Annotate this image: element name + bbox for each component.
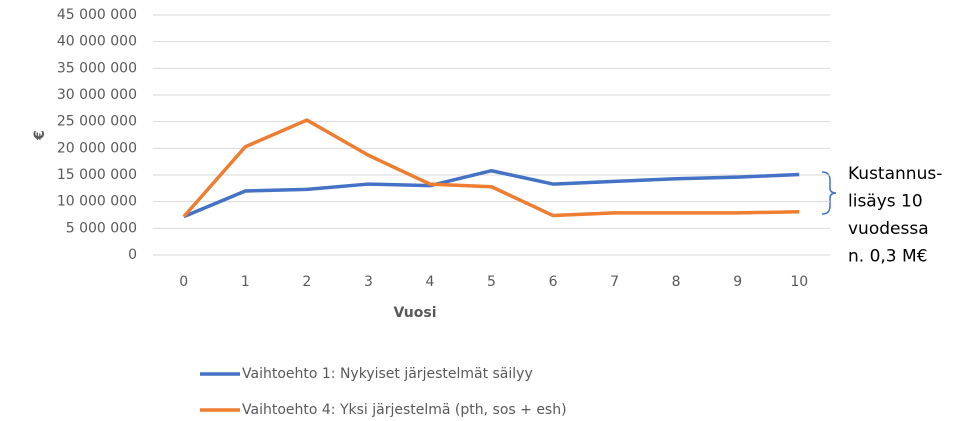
y-tick-label: 15 000 000 [57,167,137,183]
legend-label: Vaihtoehto 1: Nykyiset järjestelmät säil… [242,366,533,382]
y-axis-label: € [32,130,48,141]
annotation: Kustannus- [848,164,942,184]
x-tick-label: 6 [549,274,558,290]
y-tick-label: 45 000 000 [57,7,137,23]
x-tick-label: 3 [364,274,373,290]
x-tick-label: 9 [733,274,742,290]
y-tick-label: 30 000 000 [57,87,137,103]
annotation: vuodessa [848,219,929,239]
y-tick-label: 0 [128,247,137,263]
y-tick-label: 10 000 000 [57,194,137,210]
annotation: lisäys 10 [848,192,923,212]
annotation: n. 0,3 M€ [848,247,928,267]
x-tick-label: 0 [179,274,188,290]
x-tick-label: 5 [487,274,496,290]
series-line [183,168,800,219]
y-tick-label: 25 000 000 [57,114,137,130]
y-tick-label: 40 000 000 [57,34,137,50]
x-tick-label: 2 [302,274,311,290]
x-tick-label: 8 [672,274,681,290]
legend-label: Vaihtoehto 4: Yksi järjestelmä (pth, sos… [242,402,567,418]
y-tick-label: 20 000 000 [57,140,137,156]
x-tick-label: 7 [610,274,619,290]
x-tick-label: 1 [241,274,250,290]
x-tick-label: 4 [425,274,434,290]
y-tick-label: 5 000 000 [66,220,137,236]
x-tick-label: 10 [790,274,808,290]
y-tick-label: 35 000 000 [57,60,137,76]
bracket [821,171,837,215]
series-line [182,118,800,218]
x-axis-label: Vuosi [393,305,436,321]
